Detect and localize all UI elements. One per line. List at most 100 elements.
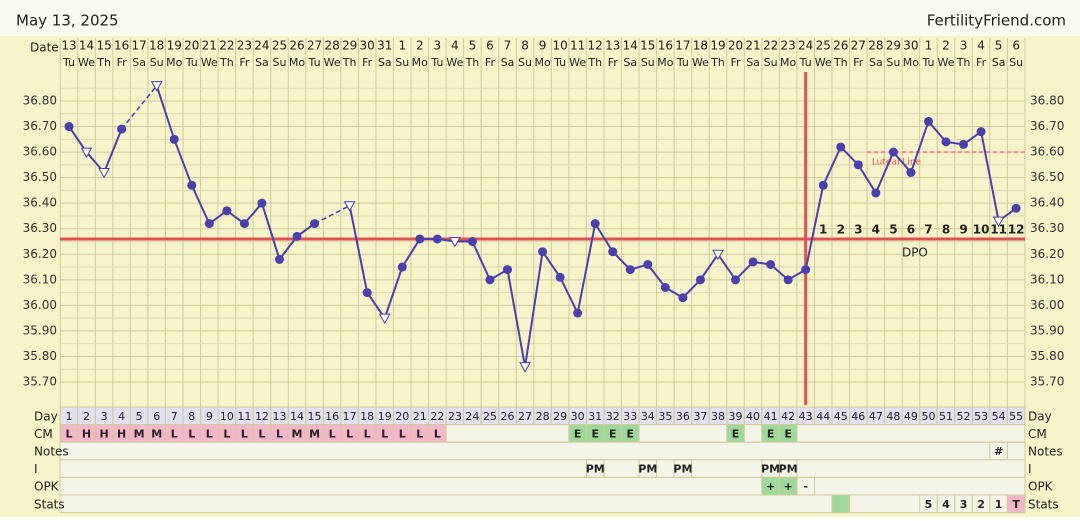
day-cell: 47: [869, 410, 883, 423]
row-band: [59, 459, 1026, 478]
cm-cell: L: [381, 427, 388, 440]
point: [432, 234, 442, 244]
day-cell: 46: [851, 410, 865, 423]
date-label: 10: [552, 39, 567, 53]
weekday-label: We: [324, 56, 341, 69]
row-label: Stats: [34, 497, 65, 511]
point: [503, 265, 512, 275]
date-label: 31: [377, 39, 392, 53]
cm-cell: L: [346, 427, 353, 440]
row-label: OPK: [34, 480, 60, 494]
open-point: [98, 168, 110, 179]
weekday-label: Tu: [676, 56, 689, 69]
point: [608, 247, 618, 257]
date-label: 4: [977, 39, 985, 53]
day-cell: 55: [1009, 410, 1023, 423]
i-cell: PM: [779, 463, 798, 476]
weekday-label: Mo: [289, 56, 305, 69]
day-cell: 17: [343, 410, 357, 423]
y-tick-label: 36.00: [23, 298, 57, 312]
weekday-label: Th: [219, 56, 234, 69]
day-cell: 53: [974, 410, 988, 423]
day-cell: 50: [921, 410, 935, 423]
weekday-label: We: [446, 56, 463, 69]
cm-cell: L: [364, 427, 371, 440]
weekday-label: We: [201, 56, 218, 69]
weekday-label: Fr: [485, 56, 496, 69]
day-cell: 7: [171, 410, 178, 423]
point: [64, 122, 74, 132]
point: [467, 237, 477, 246]
y-tick-label: 36.10: [23, 272, 57, 286]
day-cell: 23: [448, 410, 462, 423]
day-cell: 38: [711, 410, 725, 423]
day-cell: 31: [588, 410, 602, 423]
cm-cell: L: [416, 427, 423, 440]
day-cell: 54: [992, 410, 1006, 423]
y-tick-label: 35.80: [23, 349, 57, 363]
row-label: CM: [34, 427, 53, 441]
y-tick-label-right: 35.90: [1030, 323, 1064, 337]
dpo-number: 1: [819, 222, 827, 236]
day-cell: 1: [66, 410, 73, 423]
weekday-label: Tu: [62, 56, 75, 69]
weekday-label: Fr: [976, 56, 987, 69]
day-cell: 19: [378, 410, 392, 423]
weekday-label: Sa: [869, 56, 883, 69]
i-cell: PM: [638, 463, 657, 476]
date-label: 29: [342, 39, 357, 53]
date-label: 27: [307, 39, 322, 53]
stats-cell: 5: [925, 498, 933, 511]
cm-cell: E: [609, 427, 617, 440]
point: [538, 247, 548, 257]
cm-cell: E: [732, 427, 740, 440]
cm-cell: L: [206, 427, 213, 440]
date-label: 25: [816, 39, 831, 53]
weekday-label: Su: [272, 56, 286, 69]
row-label-right: Stats: [1028, 497, 1059, 511]
day-cell: 28: [536, 410, 550, 423]
date-label: 20: [184, 39, 199, 53]
stats-cell: 4: [942, 498, 950, 511]
date-label: 17: [675, 39, 690, 53]
y-tick-label-right: 35.80: [1030, 349, 1064, 363]
date-label: 11: [570, 39, 585, 53]
point: [187, 180, 197, 190]
date-label: 5: [469, 39, 477, 53]
cm-cell: L: [258, 427, 265, 440]
cm-cell: M: [134, 427, 145, 440]
point: [678, 293, 688, 303]
point: [1011, 203, 1021, 213]
row-label-right: CM: [1028, 427, 1047, 441]
y-tick-label-right: 36.50: [1030, 170, 1064, 184]
dpo-number: 3: [854, 222, 862, 236]
point: [836, 142, 846, 152]
dpo-number: 4: [872, 222, 880, 236]
weekday-label: Sa: [746, 56, 760, 69]
point: [625, 265, 635, 275]
day-cell: 2: [83, 410, 90, 423]
y-tick-label-right: 36.40: [1030, 196, 1064, 210]
dpo-number: 2: [837, 222, 845, 236]
day-cell: 9: [206, 410, 213, 423]
date-label: 2: [942, 39, 950, 53]
chart-title: May 13, 2025: [16, 12, 119, 30]
date-label: 26: [833, 39, 848, 53]
point: [397, 262, 407, 272]
day-cell: 45: [834, 410, 848, 423]
y-tick-label: 36.80: [23, 94, 57, 108]
day-cell: 49: [904, 410, 918, 423]
day-cell: 18: [360, 410, 374, 423]
weekday-label: We: [569, 56, 586, 69]
y-tick-label-right: 36.30: [1030, 221, 1064, 235]
cell: [831, 494, 851, 514]
cm-cell: L: [223, 427, 230, 440]
day-cell: 32: [606, 410, 620, 423]
y-tick-label-right: 36.10: [1030, 272, 1064, 286]
weekday-label: Th: [465, 56, 480, 69]
row-label-right: Notes: [1028, 445, 1063, 459]
skip-connector: [314, 205, 350, 225]
weekday-label: We: [78, 56, 95, 69]
weekday-label: Tu: [799, 56, 812, 69]
i-cell: PM: [586, 463, 605, 476]
